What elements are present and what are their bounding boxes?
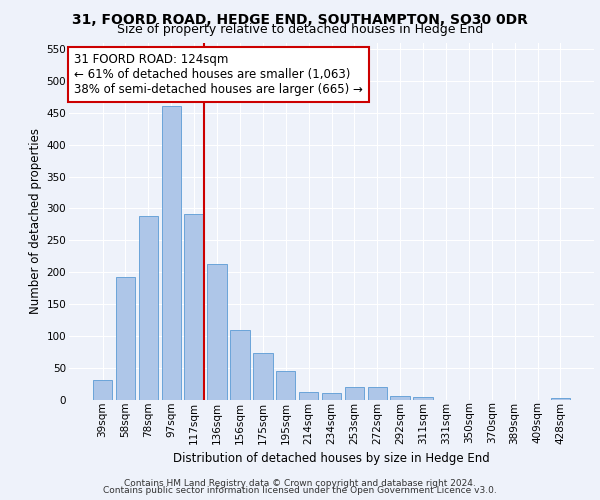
Bar bbox=[368, 387, 387, 400]
Text: Contains HM Land Registry data © Crown copyright and database right 2024.: Contains HM Land Registry data © Crown c… bbox=[124, 478, 476, 488]
Y-axis label: Number of detached properties: Number of detached properties bbox=[29, 128, 43, 314]
Bar bbox=[344, 387, 364, 400]
Bar bbox=[322, 393, 341, 400]
Text: Contains public sector information licensed under the Open Government Licence v3: Contains public sector information licen… bbox=[103, 486, 497, 495]
Text: 31, FOORD ROAD, HEDGE END, SOUTHAMPTON, SO30 0DR: 31, FOORD ROAD, HEDGE END, SOUTHAMPTON, … bbox=[72, 12, 528, 26]
Bar bbox=[161, 106, 181, 400]
Bar bbox=[139, 216, 158, 400]
Text: Size of property relative to detached houses in Hedge End: Size of property relative to detached ho… bbox=[117, 22, 483, 36]
Bar bbox=[93, 380, 112, 400]
Bar bbox=[116, 278, 135, 400]
Text: 31 FOORD ROAD: 124sqm
← 61% of detached houses are smaller (1,063)
38% of semi-d: 31 FOORD ROAD: 124sqm ← 61% of detached … bbox=[74, 53, 363, 96]
Bar bbox=[208, 264, 227, 400]
Bar bbox=[391, 396, 410, 400]
Bar bbox=[253, 354, 272, 400]
Bar bbox=[276, 370, 295, 400]
Bar bbox=[299, 392, 319, 400]
Bar bbox=[230, 330, 250, 400]
X-axis label: Distribution of detached houses by size in Hedge End: Distribution of detached houses by size … bbox=[173, 452, 490, 465]
Bar bbox=[551, 398, 570, 400]
Bar bbox=[413, 398, 433, 400]
Bar bbox=[184, 214, 204, 400]
